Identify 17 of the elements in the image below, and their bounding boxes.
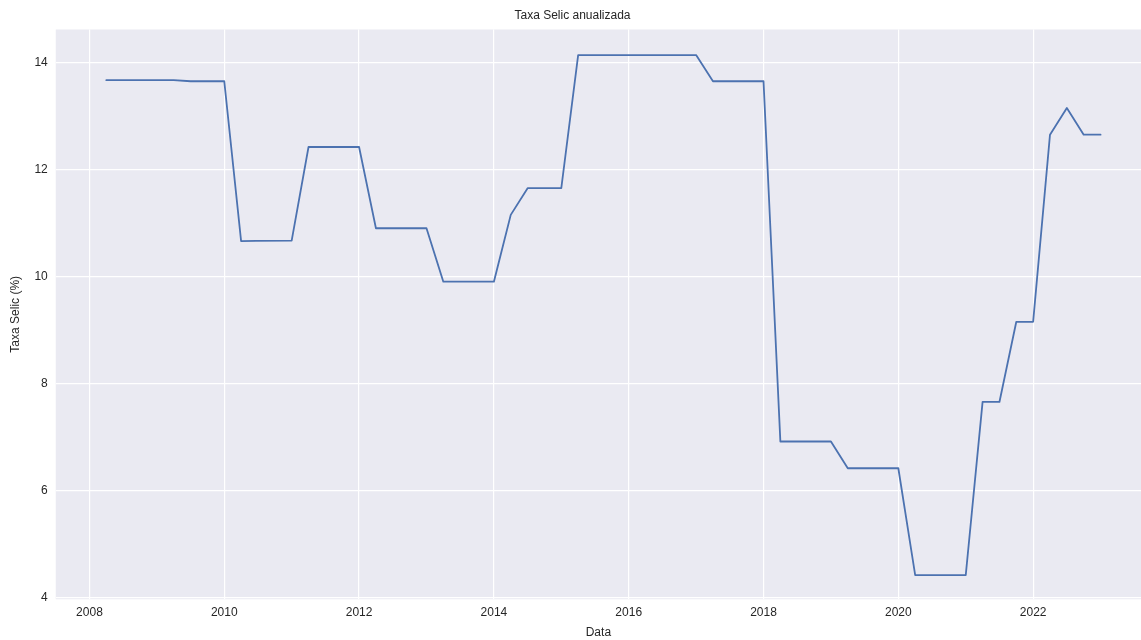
x-tick-label: 2018 xyxy=(750,604,778,619)
x-tick-label: 2010 xyxy=(210,604,238,619)
x-axis-title: Data xyxy=(585,625,612,640)
x-tick-label: 2008 xyxy=(76,604,104,619)
y-tick-label: 8 xyxy=(41,376,49,391)
x-tick-label: 2016 xyxy=(615,604,643,619)
x-tick-label: 2022 xyxy=(1019,604,1047,619)
x-tick-label: 2012 xyxy=(345,604,373,619)
y-tick-label: 14 xyxy=(34,55,49,70)
y-tick-label: 12 xyxy=(34,162,49,177)
y-tick-label: 10 xyxy=(34,269,49,284)
y-tick-label: 6 xyxy=(41,483,49,497)
x-tick-label: 2014 xyxy=(480,604,508,619)
y-axis-title: Taxa Selic (%) xyxy=(7,275,22,353)
chart-title: Taxa Selic anualizada xyxy=(514,7,631,22)
y-tick-label: 4 xyxy=(41,589,49,604)
x-tick-label: 2020 xyxy=(884,604,912,619)
